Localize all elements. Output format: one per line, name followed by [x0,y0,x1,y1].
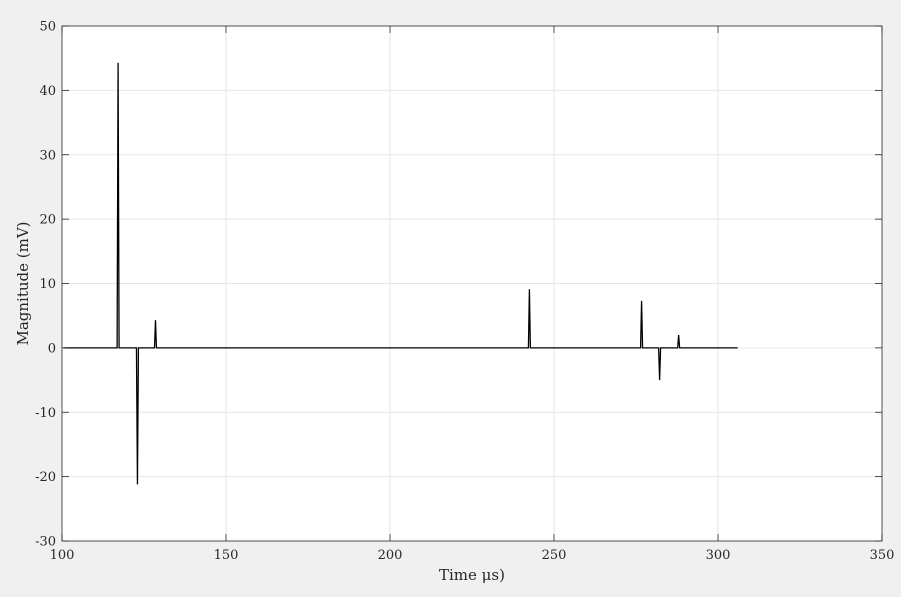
series-line [63,62,738,485]
x-tick-label: 200 [378,548,403,563]
x-tick-label: 100 [50,548,75,563]
x-tick-label: 150 [214,548,239,563]
x-tick-label: 350 [870,548,895,563]
y-tick-label: 10 [39,277,56,292]
y-tick-label: -10 [35,406,56,421]
y-tick-label: 0 [48,341,56,356]
x-axis-label: Time μs) [439,566,505,584]
y-tick-label: -30 [35,535,56,550]
y-tick-label: -20 [35,470,56,485]
y-tick-label: 40 [39,84,56,99]
y-axis-label: Magnitude (mV) [14,221,32,345]
y-tick-label: 50 [39,20,56,35]
y-tick-label: 20 [39,213,56,228]
x-tick-label: 250 [542,548,567,563]
x-tick-label: 300 [706,548,731,563]
y-tick-label: 30 [39,148,56,163]
series-layer [63,62,738,485]
